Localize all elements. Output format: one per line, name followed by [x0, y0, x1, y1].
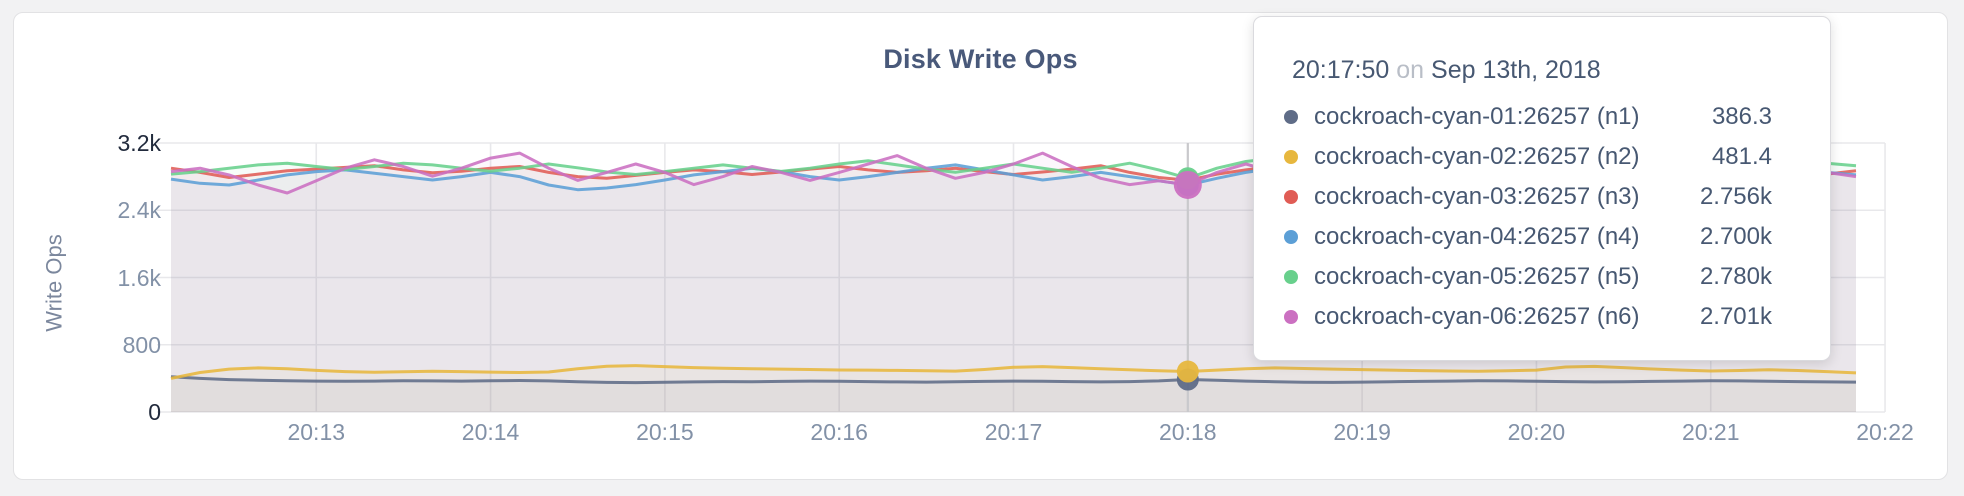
- y-tick-label: 2.4k: [117, 197, 161, 224]
- x-tick-label: 20:16: [810, 419, 868, 445]
- tooltip-series-name: cockroach-cyan-03:26257 (n3): [1314, 183, 1640, 210]
- series-line: [170, 364, 1857, 380]
- x-tick-label: 20:22: [1856, 419, 1914, 445]
- y-tick-label: 3.2k: [117, 130, 161, 156]
- y-axis-ticks: 0 800 1.6k 2.4k 3.2k: [14, 13, 161, 479]
- tooltip-series-row: cockroach-cyan-01:26257 (n1) 386.3: [1284, 97, 1772, 137]
- y-tick-label: 0: [148, 399, 161, 425]
- hover-dot: [1176, 360, 1199, 383]
- tooltip-series-value: 2.780k: [1699, 263, 1772, 290]
- x-tick-label: 20:14: [461, 419, 520, 445]
- series-color-dot-icon: [1284, 190, 1298, 204]
- tooltip-series-name: cockroach-cyan-06:26257 (n6): [1314, 303, 1640, 330]
- tooltip-series-value: 386.3: [1711, 103, 1772, 130]
- tooltip-series-value: 2.701k: [1699, 303, 1772, 330]
- tooltip-series-name: cockroach-cyan-04:26257 (n4): [1314, 223, 1640, 250]
- series-color-dot-icon: [1284, 150, 1298, 164]
- x-tick-label: 20:17: [984, 419, 1043, 445]
- series-color-dot-icon: [1284, 270, 1298, 284]
- y-tick-label: 1.6k: [117, 264, 161, 291]
- chart-card: Disk Write Ops Write Ops 0 800 1.6k 2.4k 3.2…: [13, 12, 1948, 480]
- tooltip-series-value: 481.4: [1711, 143, 1772, 170]
- tooltip-series-row: cockroach-cyan-05:26257 (n5) 2.780k: [1284, 257, 1772, 297]
- tooltip-series-row: cockroach-cyan-04:26257 (n4) 2.700k: [1284, 217, 1772, 257]
- tooltip-series-row: cockroach-cyan-03:26257 (n3) 2.756k: [1284, 177, 1772, 217]
- x-tick-label: 20:18: [1159, 419, 1217, 445]
- tooltip-series-name: cockroach-cyan-02:26257 (n2): [1314, 143, 1640, 170]
- x-axis-ticks: 20:13 20:14 20:15 20:16 20:17 20:18 20:19 20:20…: [14, 13, 1947, 479]
- tooltip-series-name: cockroach-cyan-05:26257 (n5): [1314, 263, 1640, 290]
- tooltip-date: Sep 13th, 2018: [1431, 56, 1601, 84]
- tooltip-series-value: 2.700k: [1699, 223, 1772, 250]
- y-tick-label: 800: [122, 331, 161, 358]
- x-tick-label: 20:13: [287, 419, 346, 445]
- series-area: [171, 376, 1856, 412]
- series-color-dot-icon: [1284, 310, 1298, 324]
- x-tick-label: 20:21: [1681, 419, 1740, 445]
- hover-dot: [1173, 170, 1202, 199]
- chart-title: Disk Write Ops: [883, 44, 1078, 74]
- tooltip-series-row: cockroach-cyan-02:26257 (n2) 481.4: [1284, 137, 1772, 177]
- series-color-dot-icon: [1284, 110, 1298, 124]
- tooltip-series-row: cockroach-cyan-06:26257 (n6) 2.701k: [1284, 297, 1772, 337]
- tooltip-time: 20:17:50: [1292, 56, 1390, 84]
- tooltip-series-value: 2.756k: [1699, 183, 1772, 210]
- x-tick-label: 20:15: [636, 419, 694, 445]
- hover-tooltip: 20:17:50 on Sep 13th, 2018 cockroach-cya…: [1253, 16, 1831, 361]
- tooltip-preposition: on: [1396, 56, 1425, 84]
- series-line: [170, 375, 1857, 385]
- tooltip-timestamp: 20:17:50 on Sep 13th, 2018: [1284, 55, 1772, 85]
- x-tick-label: 20:20: [1507, 419, 1566, 445]
- tooltip-series-name: cockroach-cyan-01:26257 (n1): [1314, 103, 1640, 130]
- x-tick-label: 20:19: [1333, 419, 1391, 445]
- series-color-dot-icon: [1284, 230, 1298, 244]
- series-area: [171, 365, 1856, 412]
